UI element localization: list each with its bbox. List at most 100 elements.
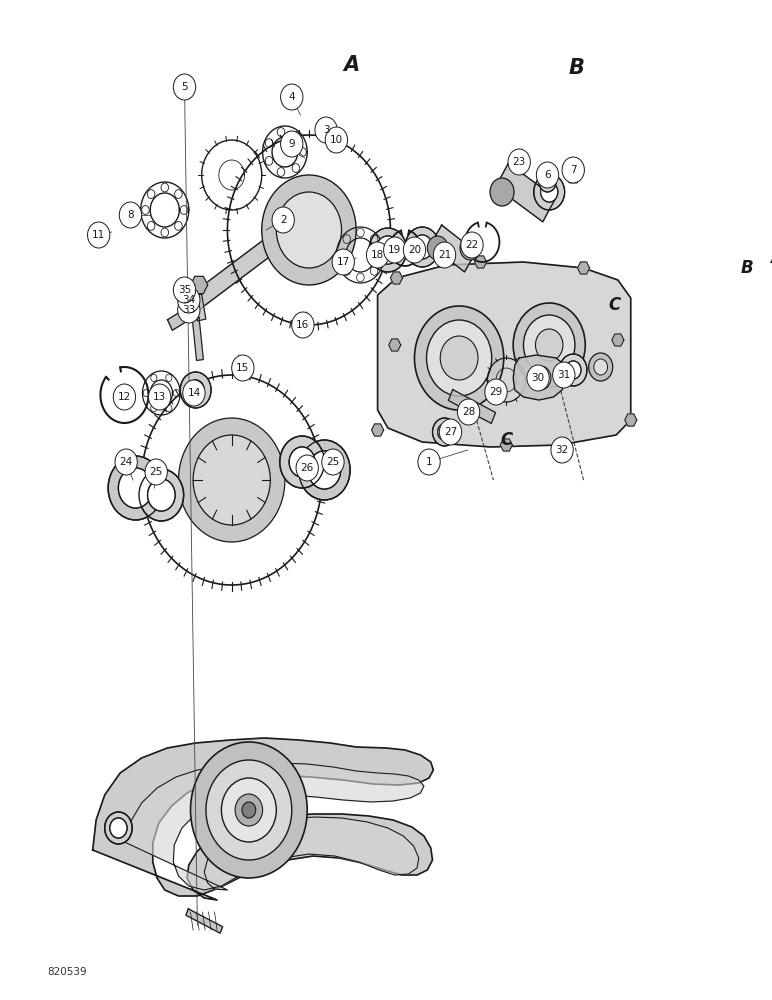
Circle shape: [325, 127, 347, 153]
Text: 2: 2: [280, 215, 286, 225]
Circle shape: [178, 297, 200, 323]
Circle shape: [490, 178, 514, 206]
Polygon shape: [475, 256, 486, 268]
Circle shape: [332, 249, 354, 275]
Circle shape: [147, 479, 175, 511]
Text: 4: 4: [289, 92, 295, 102]
Polygon shape: [566, 167, 581, 183]
Polygon shape: [192, 318, 203, 360]
Text: 30: 30: [531, 373, 544, 383]
Text: 32: 32: [556, 445, 569, 455]
Text: 18: 18: [371, 250, 384, 260]
Circle shape: [433, 242, 455, 268]
Circle shape: [513, 303, 585, 387]
Text: 27: 27: [444, 427, 457, 437]
Circle shape: [540, 182, 558, 202]
Circle shape: [384, 237, 406, 263]
Polygon shape: [496, 163, 556, 222]
Circle shape: [412, 235, 432, 259]
Text: 22: 22: [466, 240, 479, 250]
Circle shape: [369, 228, 407, 272]
Circle shape: [432, 418, 456, 446]
Circle shape: [193, 435, 270, 525]
Text: B: B: [740, 259, 753, 277]
Text: A: A: [344, 55, 360, 75]
Circle shape: [405, 227, 439, 267]
Circle shape: [308, 451, 340, 489]
Polygon shape: [449, 390, 496, 423]
Circle shape: [87, 222, 110, 248]
Text: C: C: [500, 431, 513, 449]
Polygon shape: [513, 355, 567, 400]
Circle shape: [118, 468, 153, 508]
Polygon shape: [577, 262, 590, 274]
Circle shape: [178, 418, 285, 542]
Circle shape: [280, 84, 303, 110]
Circle shape: [262, 175, 356, 285]
Circle shape: [485, 379, 507, 405]
Circle shape: [440, 336, 478, 380]
Circle shape: [145, 459, 168, 485]
Polygon shape: [193, 294, 206, 321]
Circle shape: [566, 361, 581, 379]
Text: 9: 9: [289, 139, 295, 149]
Text: 14: 14: [188, 388, 201, 398]
Circle shape: [174, 74, 195, 100]
Circle shape: [539, 172, 556, 192]
Circle shape: [110, 818, 127, 838]
Circle shape: [560, 354, 587, 386]
Circle shape: [120, 202, 141, 228]
Circle shape: [589, 353, 613, 381]
Circle shape: [180, 372, 211, 408]
Circle shape: [272, 207, 294, 233]
Text: 17: 17: [337, 257, 350, 267]
Text: 12: 12: [118, 392, 131, 402]
Circle shape: [418, 449, 440, 475]
Text: 24: 24: [120, 457, 133, 467]
Text: 16: 16: [296, 320, 310, 330]
Text: 29: 29: [489, 387, 503, 397]
Circle shape: [299, 440, 350, 500]
Circle shape: [115, 449, 137, 475]
Circle shape: [322, 449, 344, 475]
Text: 20: 20: [408, 245, 421, 255]
Circle shape: [533, 174, 564, 210]
Polygon shape: [378, 262, 631, 447]
Circle shape: [191, 742, 307, 878]
Polygon shape: [625, 414, 637, 426]
Circle shape: [292, 312, 314, 338]
Circle shape: [403, 237, 425, 263]
Circle shape: [536, 329, 563, 361]
Circle shape: [426, 320, 492, 396]
Text: 10: 10: [330, 135, 343, 145]
Text: 25: 25: [327, 457, 340, 467]
Circle shape: [562, 157, 584, 183]
Text: B: B: [569, 58, 584, 78]
Polygon shape: [181, 202, 322, 318]
Circle shape: [290, 447, 315, 477]
Text: A: A: [770, 249, 772, 267]
Text: 15: 15: [236, 363, 249, 373]
Circle shape: [537, 162, 559, 188]
Text: 33: 33: [182, 305, 195, 315]
Circle shape: [113, 384, 136, 410]
Circle shape: [315, 117, 337, 143]
Text: 35: 35: [178, 285, 191, 295]
Circle shape: [523, 315, 575, 375]
Circle shape: [457, 399, 479, 425]
Text: 28: 28: [462, 407, 476, 417]
Polygon shape: [389, 339, 401, 351]
Circle shape: [594, 359, 608, 375]
Circle shape: [367, 242, 389, 268]
Polygon shape: [168, 303, 200, 330]
Circle shape: [438, 424, 452, 440]
Text: 3: 3: [323, 125, 330, 135]
Circle shape: [276, 192, 341, 268]
Circle shape: [222, 778, 276, 842]
Circle shape: [439, 419, 462, 445]
Text: 1: 1: [426, 457, 432, 467]
Circle shape: [428, 236, 448, 260]
Polygon shape: [93, 738, 433, 900]
Text: 23: 23: [513, 157, 526, 167]
Text: 820539: 820539: [47, 967, 86, 977]
